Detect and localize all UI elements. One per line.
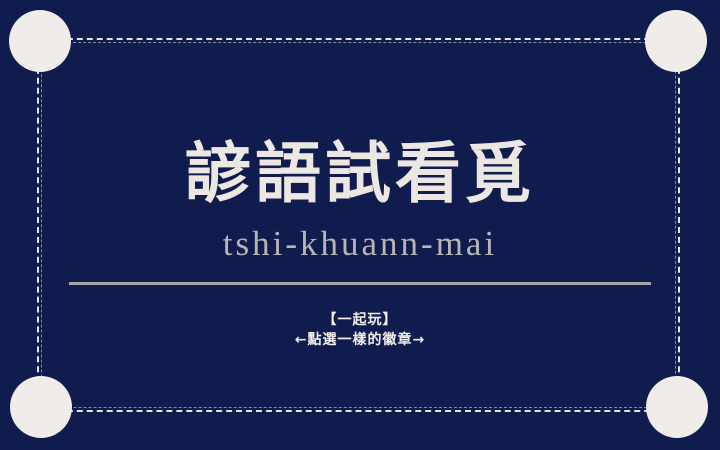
page-title: 諺語試看覓 bbox=[185, 134, 535, 212]
romanization-subtitle: tshi-khuann-mai bbox=[222, 224, 498, 263]
corner-dot-bottom-right bbox=[646, 376, 708, 438]
play-label: 【一起玩】 bbox=[322, 312, 398, 328]
divider bbox=[69, 282, 651, 285]
instruction-text: ←點選一樣的徽章→ bbox=[294, 332, 426, 348]
corner-dot-top-right bbox=[645, 10, 707, 72]
dashed-frame-outer bbox=[37, 38, 680, 412]
corner-dot-bottom-left bbox=[10, 376, 72, 438]
corner-dot-top-left bbox=[9, 10, 71, 72]
dashed-frame-inner bbox=[41, 42, 676, 408]
